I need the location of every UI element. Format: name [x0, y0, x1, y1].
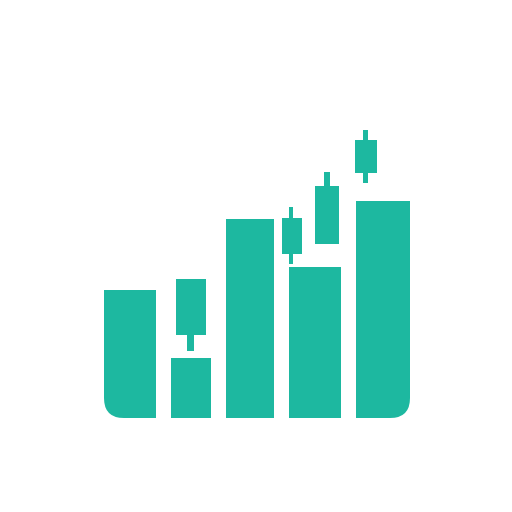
bar-1	[104, 290, 156, 418]
candlestick-2	[282, 207, 302, 264]
candlestick-1	[176, 279, 206, 351]
bars-group	[104, 201, 410, 418]
candlestick-4	[355, 130, 377, 183]
bar-4	[289, 267, 341, 418]
bar-5	[356, 201, 410, 418]
candlestick-3	[315, 172, 339, 244]
bar-3	[226, 219, 274, 418]
bar-2	[171, 358, 211, 418]
candlesticks-group	[176, 130, 377, 351]
